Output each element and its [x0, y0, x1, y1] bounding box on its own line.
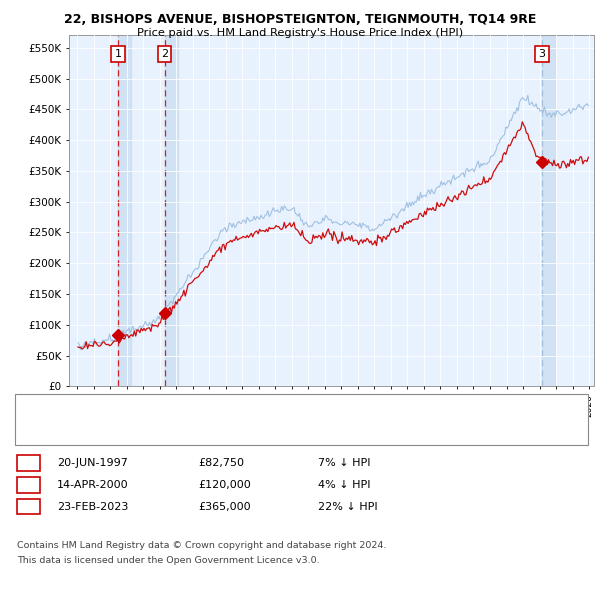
Text: 4% ↓ HPI: 4% ↓ HPI — [318, 480, 371, 490]
Text: 22% ↓ HPI: 22% ↓ HPI — [318, 502, 377, 512]
Bar — [542, 35, 555, 386]
Bar — [118, 35, 131, 386]
Text: £82,750: £82,750 — [198, 458, 244, 468]
Text: 1: 1 — [25, 457, 32, 470]
Text: ─────: ───── — [27, 424, 65, 437]
Text: 22, BISHOPS AVENUE, BISHOPSTEIGNTON, TEIGNMOUTH, TQ14 9RE (detached house): 22, BISHOPS AVENUE, BISHOPSTEIGNTON, TEI… — [69, 405, 475, 415]
Bar — [164, 35, 178, 386]
Text: 2: 2 — [25, 478, 32, 491]
Text: This data is licensed under the Open Government Licence v3.0.: This data is licensed under the Open Gov… — [17, 556, 319, 565]
Text: 22, BISHOPS AVENUE, BISHOPSTEIGNTON, TEIGNMOUTH, TQ14 9RE: 22, BISHOPS AVENUE, BISHOPSTEIGNTON, TEI… — [64, 13, 536, 26]
Text: 3: 3 — [25, 500, 32, 513]
Text: 3: 3 — [538, 49, 545, 59]
Text: £365,000: £365,000 — [198, 502, 251, 512]
Text: 7% ↓ HPI: 7% ↓ HPI — [318, 458, 371, 468]
Text: Price paid vs. HM Land Registry's House Price Index (HPI): Price paid vs. HM Land Registry's House … — [137, 28, 463, 38]
Text: 23-FEB-2023: 23-FEB-2023 — [57, 502, 128, 512]
Text: ─────: ───── — [27, 404, 65, 417]
Text: Contains HM Land Registry data © Crown copyright and database right 2024.: Contains HM Land Registry data © Crown c… — [17, 541, 386, 550]
Text: HPI: Average price, detached house, Teignbridge: HPI: Average price, detached house, Teig… — [69, 426, 300, 435]
Text: 20-JUN-1997: 20-JUN-1997 — [57, 458, 128, 468]
Text: 2: 2 — [161, 49, 168, 59]
Text: 1: 1 — [115, 49, 122, 59]
Text: £120,000: £120,000 — [198, 480, 251, 490]
Text: 14-APR-2000: 14-APR-2000 — [57, 480, 128, 490]
